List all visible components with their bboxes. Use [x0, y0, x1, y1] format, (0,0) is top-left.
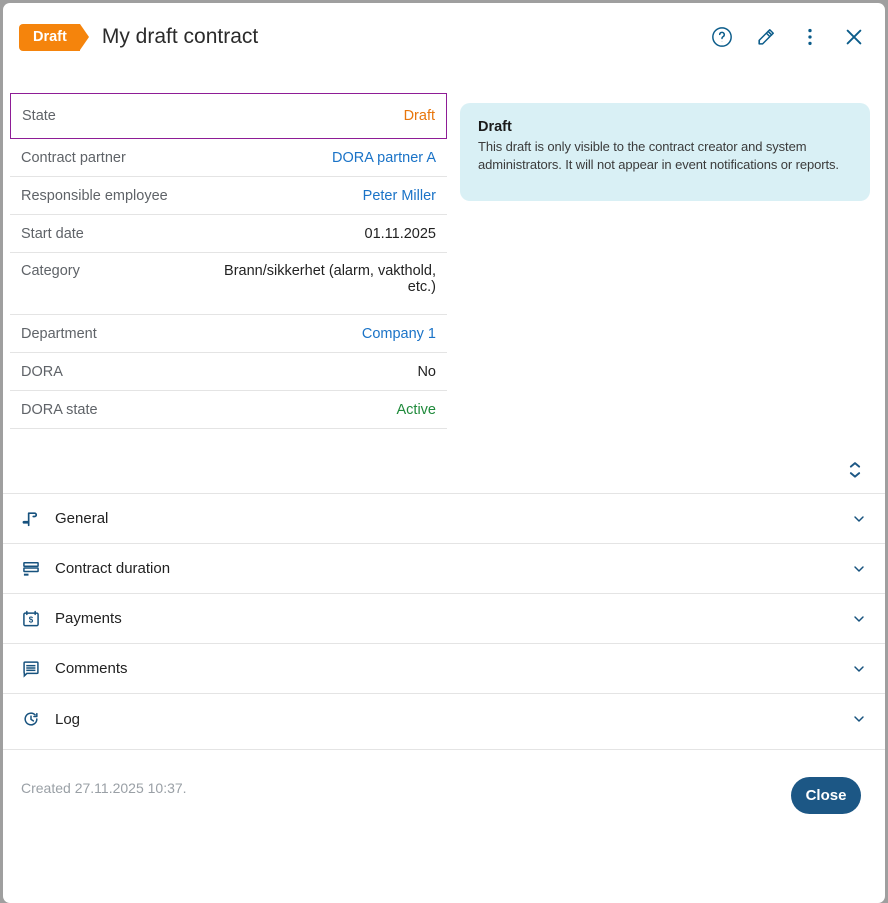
svg-text:$: $: [29, 615, 34, 624]
